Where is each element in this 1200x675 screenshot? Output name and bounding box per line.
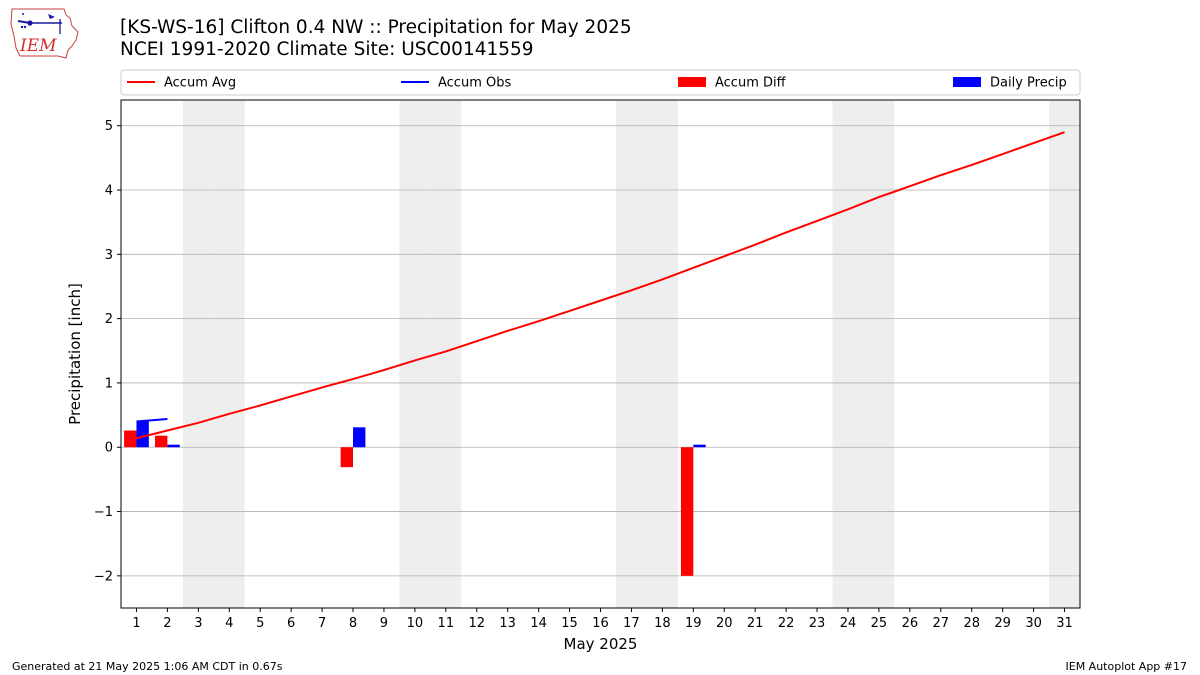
xtick-label: 28 [963, 616, 980, 631]
ytick-label: 0 [105, 441, 113, 456]
xtick-label: 18 [654, 616, 671, 631]
xtick-label: 25 [871, 616, 888, 631]
xtick-label: 1 [132, 616, 140, 631]
ytick-label: −2 [94, 569, 113, 584]
ytick-label: −1 [94, 505, 113, 520]
xtick-label: 13 [499, 616, 516, 631]
iem-logo: IEM [10, 8, 79, 59]
xtick-label: 9 [380, 616, 388, 631]
ytick-label: 1 [105, 376, 113, 391]
accum-diff-bar-day-1 [124, 430, 137, 448]
logo-text: IEM [19, 36, 57, 56]
daily-precip-bar-day-1 [136, 421, 149, 448]
xtick-label: 26 [902, 616, 919, 631]
chart-title: [KS-WS-16] Clifton 0.4 NW :: Precipitati… [120, 17, 632, 38]
weekend-shade-24 [832, 100, 864, 608]
ytick-label: 5 [105, 119, 113, 134]
ytick-label: 3 [105, 248, 113, 263]
accum-diff-bar-day-2 [155, 435, 168, 448]
weekend-shade-4 [213, 100, 245, 608]
xtick-label: 24 [840, 616, 857, 631]
weekend-shade-17 [615, 100, 647, 608]
x-axis-label: May 2025 [564, 635, 638, 653]
accum-obs-line [136, 417, 168, 423]
legend-label-accum-diff: Accum Diff [715, 76, 787, 91]
legend-box [120, 69, 1081, 96]
xtick-label: 14 [530, 616, 547, 631]
chart-subtitle: NCEI 1991-2020 Climate Site: USC00141559 [120, 39, 534, 60]
accum-diff-bar-day-8 [340, 447, 354, 468]
xtick-label: 29 [994, 616, 1011, 631]
legend-swatch-accum-diff [678, 77, 706, 87]
xtick-label: 11 [438, 616, 455, 631]
weekend-shade-3 [182, 100, 214, 608]
xtick-label: 5 [256, 616, 264, 631]
xtick-label: 8 [349, 616, 357, 631]
legend-label-accum-avg: Accum Avg [164, 76, 236, 91]
xtick-label: 4 [225, 616, 233, 631]
accum-diff-bar-day-19 [680, 447, 694, 576]
xtick-label: 22 [778, 616, 795, 631]
xtick-label: 19 [685, 616, 702, 631]
daily-precip-bar-day-2 [167, 444, 180, 448]
xtick-label: 10 [407, 616, 424, 631]
xtick-label: 16 [592, 616, 609, 631]
weekend-shade-18 [646, 100, 678, 608]
xtick-label: 12 [468, 616, 485, 631]
xtick-label: 7 [318, 616, 326, 631]
y-axis-label: Precipitation [inch] [66, 283, 84, 425]
xtick-label: 17 [623, 616, 640, 631]
generated-footer: Generated at 21 May 2025 1:06 AM CDT in … [12, 660, 283, 673]
xtick-label: 20 [716, 616, 733, 631]
xtick-label: 3 [194, 616, 202, 631]
xtick-label: 23 [809, 616, 826, 631]
accum-avg-line [136, 131, 1065, 440]
legend-swatch-daily-precip [953, 77, 981, 87]
daily-precip-bar-day-19 [693, 444, 706, 448]
xtick-label: 15 [561, 616, 578, 631]
xtick-label: 2 [163, 616, 171, 631]
ytick-label: 4 [105, 184, 113, 199]
weekend-shade-25 [863, 100, 895, 608]
legend-label-daily-precip: Daily Precip [990, 76, 1067, 91]
xtick-label: 31 [1056, 616, 1073, 631]
xtick-label: 27 [933, 616, 950, 631]
legend-label-accum-obs: Accum Obs [438, 76, 511, 91]
weekend-shade-31 [1049, 100, 1080, 608]
ytick-label: 2 [105, 312, 113, 327]
xtick-label: 30 [1025, 616, 1042, 631]
daily-precip-bar-day-8 [353, 427, 366, 448]
xtick-label: 6 [287, 616, 295, 631]
xtick-label: 21 [747, 616, 764, 631]
app-footer: IEM Autoplot App #17 [1065, 660, 1188, 673]
weekend-shade-10 [399, 100, 431, 608]
